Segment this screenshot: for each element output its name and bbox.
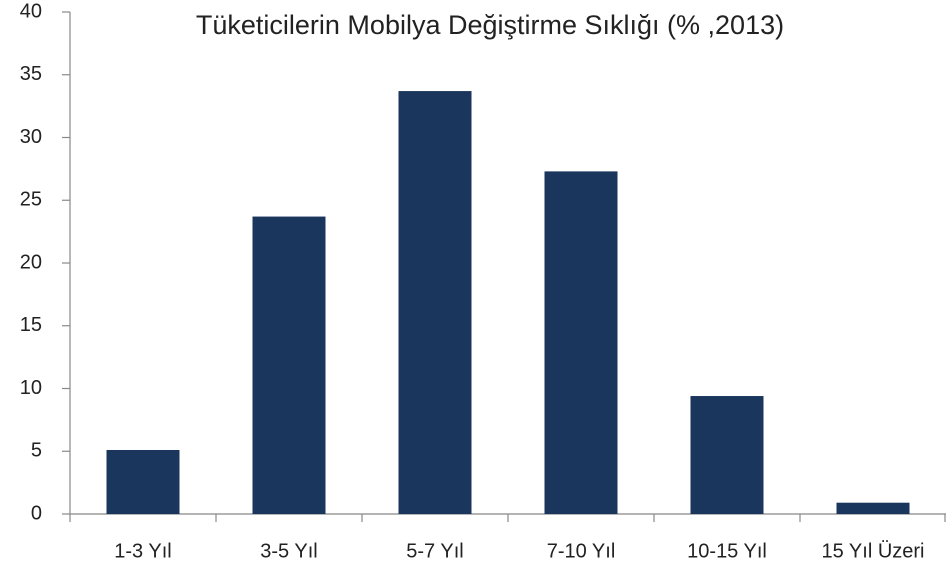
x-tick-label: 5-7 Yıl — [406, 540, 463, 562]
bar — [398, 91, 472, 514]
y-tick-label: 15 — [20, 314, 42, 336]
x-tick-label: 7-10 Yıl — [547, 540, 616, 562]
bar — [106, 449, 180, 514]
y-tick-label: 35 — [20, 63, 42, 85]
y-tick-label: 5 — [31, 440, 42, 462]
y-tick-label: 40 — [20, 0, 42, 22]
bar — [690, 396, 764, 514]
y-tick-label: 25 — [20, 189, 42, 211]
chart-title: Tüketicilerin Mobilya Değiştirme Sıklığı… — [196, 10, 784, 40]
x-tick-label: 15 Yıl Üzeri — [821, 540, 924, 562]
x-tick-label: 1-3 Yıl — [114, 540, 171, 562]
x-tick-label: 3-5 Yıl — [260, 540, 317, 562]
bar — [252, 216, 326, 514]
x-tick-label: 10-15 Yıl — [687, 540, 767, 562]
y-tick-label: 30 — [20, 126, 42, 148]
bar — [836, 502, 910, 514]
y-tick-label: 0 — [31, 502, 42, 524]
y-tick-label: 20 — [20, 251, 42, 273]
y-tick-label: 10 — [20, 377, 42, 399]
bar — [544, 171, 618, 514]
